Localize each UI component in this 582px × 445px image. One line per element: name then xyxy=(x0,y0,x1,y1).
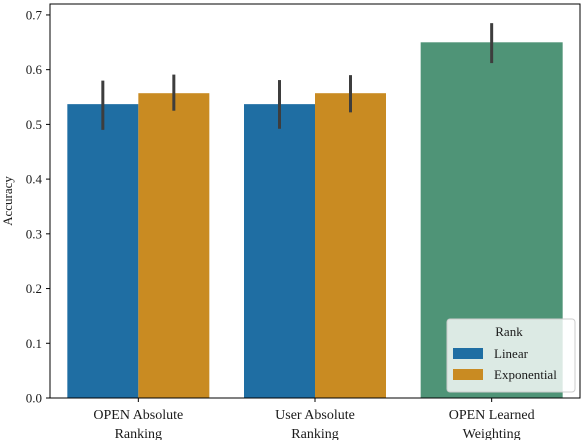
legend-swatch-exponential xyxy=(453,369,483,380)
y-tick-label: 0.4 xyxy=(26,172,43,187)
x-tick-label: Ranking xyxy=(291,427,338,440)
x-tick-label: OPEN Learned xyxy=(449,408,535,423)
y-tick-label: 0.6 xyxy=(26,62,43,77)
y-tick-label: 0.1 xyxy=(26,336,42,351)
x-tick-label: Weighting xyxy=(463,427,521,440)
bar-2-linear xyxy=(244,104,315,399)
y-tick-label: 0.7 xyxy=(26,7,43,22)
axes-layer: 0.0 0.1 0.2 0.3 0.4 0.5 0.6 0.7 Accuracy OPEN Abs… xyxy=(0,3,581,442)
bar-1-exponential xyxy=(138,93,210,399)
bar-2-exponential xyxy=(315,93,386,399)
y-axis-label: Accuracy xyxy=(0,176,15,226)
legend-swatch-linear xyxy=(453,348,483,359)
legend-title: Rank xyxy=(495,324,523,339)
legend-label-exponential: Exponential xyxy=(494,367,557,382)
legend: Rank Linear Exponential xyxy=(446,318,576,393)
bar-1-linear xyxy=(67,104,139,399)
y-tick-label: 0.5 xyxy=(26,117,42,132)
x-tick-label: Ranking xyxy=(115,427,162,440)
y-tick-label: 0.3 xyxy=(26,226,42,241)
x-tick-label: OPEN Absolute xyxy=(93,408,183,423)
legend-label-linear: Linear xyxy=(494,346,529,361)
error-bars-layer xyxy=(101,23,494,130)
y-tick-label: 0.0 xyxy=(26,391,42,406)
x-tick-label: User Absolute xyxy=(275,408,355,423)
y-tick-label: 0.2 xyxy=(26,281,42,296)
